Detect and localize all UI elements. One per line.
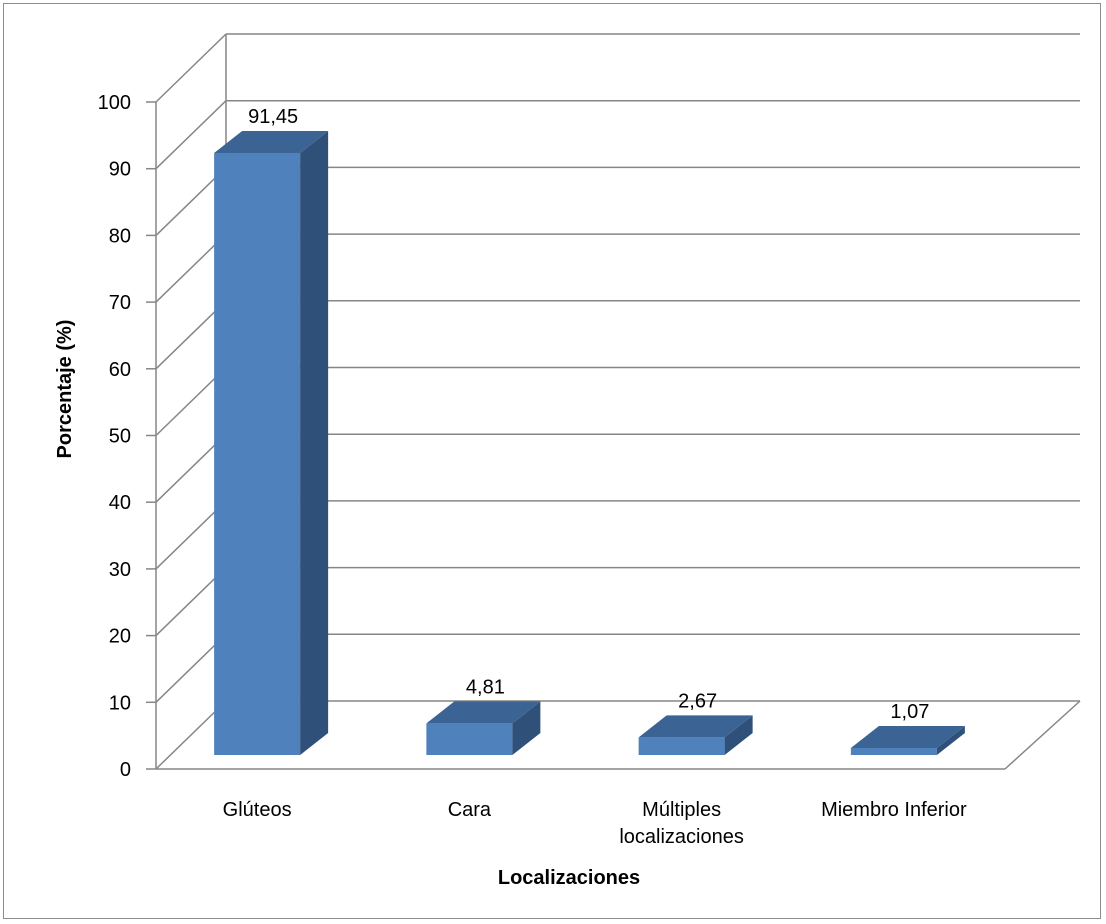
data-label-3: 2,67 [678,690,717,712]
y-tick-label-10: 10 [109,692,131,714]
bar-chart: 0 10 20 30 40 50 60 70 80 90 100 91,45 Glúteos 4,81 Ca… [4,4,1102,920]
bar-4-front [851,748,937,755]
y-tick-label-20: 20 [109,626,131,648]
y-axis-title: Porcentaje (%) [54,320,76,459]
y-tick-label-80: 80 [109,225,131,247]
x-tick-label-2: Cara [448,799,492,821]
data-label-1: 91,45 [248,106,298,128]
data-label-2: 4,81 [466,676,505,698]
bar-1-side [300,131,328,755]
bar-3-front [639,737,725,755]
y-tick-label-40: 40 [109,492,131,514]
floor-right-edge [1005,701,1080,769]
bar-1-front [214,153,300,755]
chart-frame: 0 10 20 30 40 50 60 70 80 90 100 91,45 Glúteos 4,81 Ca… [3,3,1101,919]
x-tick-label-1: Glúteos [223,799,292,821]
y-tick-label-0: 0 [120,759,131,781]
data-label-4: 1,07 [890,701,929,723]
y-tick-label-70: 70 [109,292,131,314]
x-tick-label-3: Múltiples localizaciones [619,799,744,848]
bar-2-front [426,723,512,755]
y-tick-label-100: 100 [98,92,131,114]
y-tick-label-30: 30 [109,559,131,581]
y-tick-label-60: 60 [109,359,131,381]
x-tick-label-4: Miembro Inferior [821,799,967,821]
y-tick-label-90: 90 [109,159,131,181]
x-axis-title: Localizaciones [498,867,640,889]
side-gridline-100 [156,34,226,102]
y-tick-label-50: 50 [109,426,131,448]
